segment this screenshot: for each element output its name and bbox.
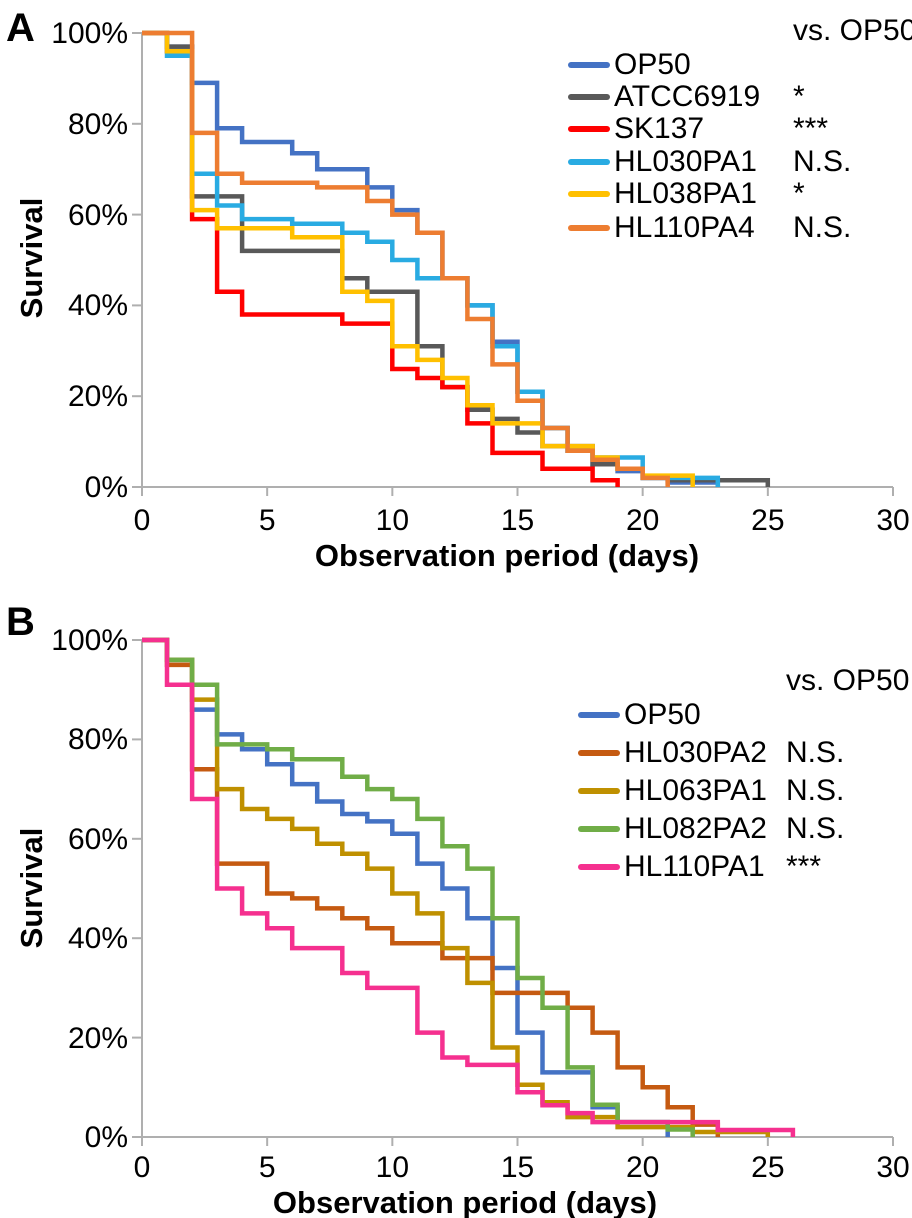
- panel-b-x-tick-label: 30: [876, 1151, 910, 1184]
- panel-b-x-tick-label: 10: [375, 1151, 410, 1184]
- panel-a-legend-swatch-OP50: [568, 62, 610, 68]
- panel-b-y-tick-label: 60%: [67, 822, 128, 856]
- panel-b-curve-HL110PA1: [142, 637, 796, 1137]
- panel-a-y-tick-label: 60%: [67, 198, 128, 232]
- panel-b-x-tick-label: 20: [625, 1151, 660, 1184]
- panel-a-legend-swatch-SK137: [568, 126, 610, 132]
- panel-a-legend-header: vs. OP50: [793, 14, 912, 47]
- panel-a-significance-ATCC6919: *: [793, 80, 805, 113]
- panel-a-legend-label-HL038PA1: HL038PA1: [614, 177, 757, 210]
- panel-b-x-tick-label: 25: [751, 1151, 785, 1184]
- panel-a-legend-label-HL030PA1: HL030PA1: [614, 145, 757, 178]
- panel-b-legend-swatch-OP50: [578, 712, 620, 718]
- panel-b-significance-HL030PA2: N.S.: [786, 736, 845, 769]
- panel-a-curve-SK137: [142, 30, 620, 487]
- panel-b-legend-label-HL030PA2: HL030PA2: [624, 736, 767, 769]
- panel-a-legend-label-ATCC6919: ATCC6919: [614, 80, 761, 113]
- panel-a-legend-label-HL110PA4: HL110PA4: [614, 211, 755, 244]
- panel-a-curve-HL110PA4: [142, 30, 670, 487]
- panel-b-legend-swatch-HL110PA1: [578, 864, 620, 870]
- panel-b-x-tick-label: 0: [133, 1151, 151, 1184]
- panel-b-significance-HL063PA1: N.S.: [786, 774, 845, 807]
- panel-a-x-tick-label: 0: [133, 504, 151, 537]
- panel-a-legend-swatch-ATCC6919: [568, 94, 610, 100]
- panel-b-legend-swatch-HL082PA2: [578, 826, 620, 832]
- panel-a-x-tick-label: 5: [258, 504, 276, 537]
- panel-a-significance-HL110PA4: N.S.: [793, 211, 852, 244]
- panel-b-letter: B: [6, 600, 35, 644]
- panel-a-x-tick-label: 30: [876, 504, 910, 537]
- panel-b-x-axis-title: Observation period (days): [272, 1185, 658, 1218]
- panel-a-significance-HL038PA1: *: [793, 177, 805, 210]
- panel-a-x-tick-label: 25: [751, 504, 785, 537]
- panel-a-x-tick-label: 15: [500, 504, 535, 537]
- panel-a-legend-swatch-HL038PA1: [568, 191, 610, 197]
- panel-b-legend-swatch-HL030PA2: [578, 750, 620, 756]
- panel-a-y-tick-label: 80%: [67, 107, 128, 141]
- panel-b-legend-swatch-HL063PA1: [578, 788, 620, 794]
- panel-b-significance-HL110PA1: ***: [786, 850, 822, 883]
- panel-b-legend-label-HL063PA1: HL063PA1: [624, 774, 767, 807]
- panel-a-x-tick-label: 10: [375, 504, 410, 537]
- panel-a-y-tick-label: 20%: [67, 380, 128, 414]
- panel-a-legend-swatch-HL030PA1: [568, 159, 610, 165]
- panel-a-letter: A: [6, 6, 35, 50]
- panel-b-y-tick-label: 80%: [67, 723, 128, 757]
- panel-a-x-tick-label: 20: [625, 504, 660, 537]
- panel-b-y-tick-label: 40%: [67, 922, 128, 956]
- panel-a-significance-HL030PA1: N.S.: [793, 145, 852, 178]
- panel-a-legend-swatch-HL110PA4: [568, 225, 610, 231]
- panel-a-legend-label-OP50: OP50: [614, 48, 691, 81]
- panel-b-x-tick-label: 5: [258, 1151, 276, 1184]
- panel-b-y-tick-label: 0%: [84, 1121, 128, 1154]
- panel-a-y-tick-label: 0%: [84, 471, 128, 504]
- panel-a-y-tick-label: 40%: [67, 289, 128, 323]
- panel-a-x-axis-title: Observation period (days): [314, 538, 700, 573]
- panel-b-legend-label-HL082PA2: HL082PA2: [624, 812, 767, 845]
- panel-b-curve-HL082PA2: [142, 637, 695, 1137]
- panel-a-y-tick-label: 100%: [51, 17, 128, 50]
- panel-a-legend-label-SK137: SK137: [614, 112, 705, 145]
- panel-b-curve-OP50: [142, 637, 670, 1137]
- panel-b-legend-header: vs. OP50: [786, 664, 910, 697]
- panel-b-y-tick-label: 100%: [51, 624, 128, 657]
- panel-b-significance-HL082PA2: N.S.: [786, 812, 845, 845]
- panel-b-x-tick-label: 15: [500, 1151, 535, 1184]
- panel-b-legend-label-OP50: OP50: [624, 698, 701, 731]
- panel-b-y-tick-label: 20%: [67, 1021, 128, 1055]
- panel-a-curve-HL038PA1: [142, 30, 695, 487]
- panel-b-legend-label-HL110PA1: HL110PA1: [624, 850, 765, 883]
- panel-a-significance-SK137: ***: [793, 112, 829, 145]
